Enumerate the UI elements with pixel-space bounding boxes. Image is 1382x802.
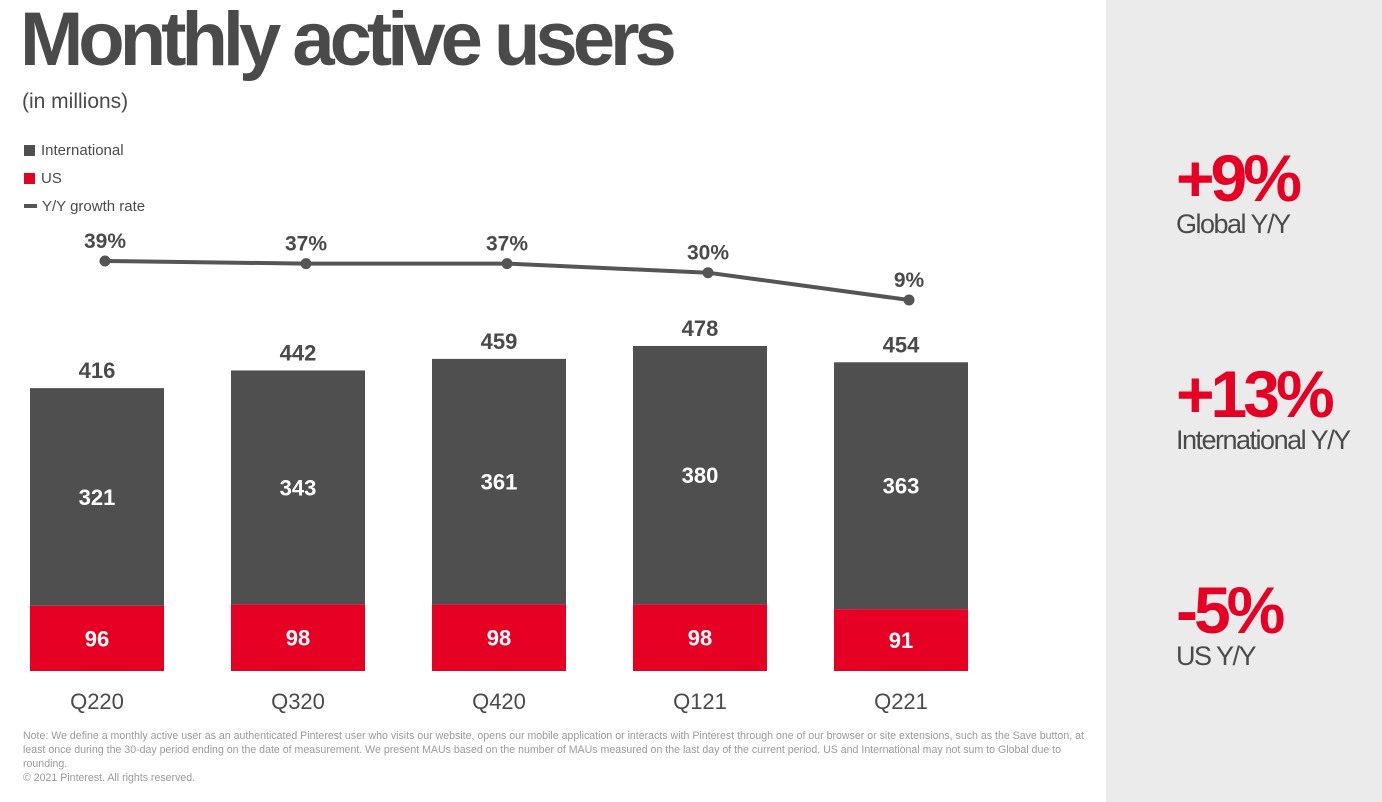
stat-us: -5% US Y/Y <box>1176 573 1285 671</box>
x-tick-label: Q121 <box>673 689 727 714</box>
growth-label: 37% <box>486 233 528 256</box>
growth-point <box>99 255 111 267</box>
growth-label: 37% <box>285 233 327 256</box>
bar-us <box>30 605 164 671</box>
bar-us-value-label: 98 <box>688 626 712 651</box>
bar-international <box>432 358 566 605</box>
stats-panel: +9% Global Y/Y +13% International Y/Y -5… <box>1106 0 1382 802</box>
legend-item-international: International <box>24 136 145 164</box>
stat-global: +9% Global Y/Y <box>1176 141 1302 239</box>
legend-item-growth: Y/Y growth rate <box>24 192 145 220</box>
stat-us-label: US Y/Y <box>1176 641 1257 671</box>
bar-us <box>633 604 767 671</box>
bar-international-value-label: 363 <box>883 474 920 499</box>
growth-point <box>501 258 513 270</box>
bar-us-value-label: 98 <box>286 626 310 651</box>
bar-international <box>834 362 968 610</box>
bar-international-value-label: 343 <box>280 475 317 500</box>
growth-point <box>903 294 915 306</box>
legend-item-us: US <box>24 164 145 192</box>
bar-international-value-label: 321 <box>79 485 116 510</box>
bar-total-label: 416 <box>79 358 116 383</box>
growth-point <box>300 258 312 270</box>
page-title: Monthly active users <box>20 0 677 82</box>
bar-international-value-label: 361 <box>481 470 518 495</box>
legend-swatch-us <box>24 172 35 184</box>
footnote: Note: We define a monthly active user as… <box>23 729 1098 785</box>
stat-global-label: Global Y/Y <box>1176 209 1291 239</box>
stat-international-value: +13% <box>1176 357 1335 431</box>
chart-legend: International US Y/Y growth rate <box>24 136 145 220</box>
bar-total-label: 454 <box>883 332 920 357</box>
stat-international: +13% International Y/Y <box>1176 357 1351 455</box>
bar-international-value-label: 380 <box>682 463 719 488</box>
bar-us-value-label: 98 <box>487 626 511 651</box>
growth-label: 9% <box>894 269 925 292</box>
legend-label-growth: Y/Y growth rate <box>42 197 146 215</box>
legend-swatch-international <box>24 144 35 156</box>
stat-us-value: -5% <box>1176 573 1285 647</box>
bar-us-value-label: 96 <box>85 626 109 651</box>
bar-us <box>231 604 365 671</box>
footnote-note: Note: We define a monthly active user as… <box>23 730 1084 770</box>
bar-us <box>834 609 968 671</box>
bar-international <box>231 370 365 605</box>
mau-chart: 96 321 416 Q220 98 343 442 Q320 98 361 459 Q420 98 38… <box>30 230 968 714</box>
footnote-copyright: © 2021 Pinterest. All rights reserved. <box>23 772 196 784</box>
x-tick-label: Q220 <box>70 689 124 714</box>
growth-label: 30% <box>687 242 729 265</box>
bar-total-label: 478 <box>682 316 719 341</box>
growth-label: 39% <box>84 230 126 253</box>
bar-total-label: 459 <box>481 329 518 354</box>
legend-label-international: International <box>41 141 124 159</box>
growth-point <box>702 267 714 279</box>
bar-us <box>432 604 566 671</box>
page-subtitle: (in millions) <box>22 90 129 113</box>
x-tick-label: Q420 <box>472 689 526 714</box>
bar-us-value-label: 91 <box>889 628 913 653</box>
bar-international <box>633 345 767 605</box>
legend-swatch-growth <box>24 204 37 208</box>
stat-international-label: International Y/Y <box>1176 425 1351 455</box>
x-tick-label: Q320 <box>271 689 325 714</box>
x-tick-label: Q221 <box>874 689 928 714</box>
legend-label-us: US <box>41 169 62 187</box>
bar-total-label: 442 <box>280 340 317 365</box>
stat-global-value: +9% <box>1176 141 1302 215</box>
bar-international <box>30 388 164 606</box>
